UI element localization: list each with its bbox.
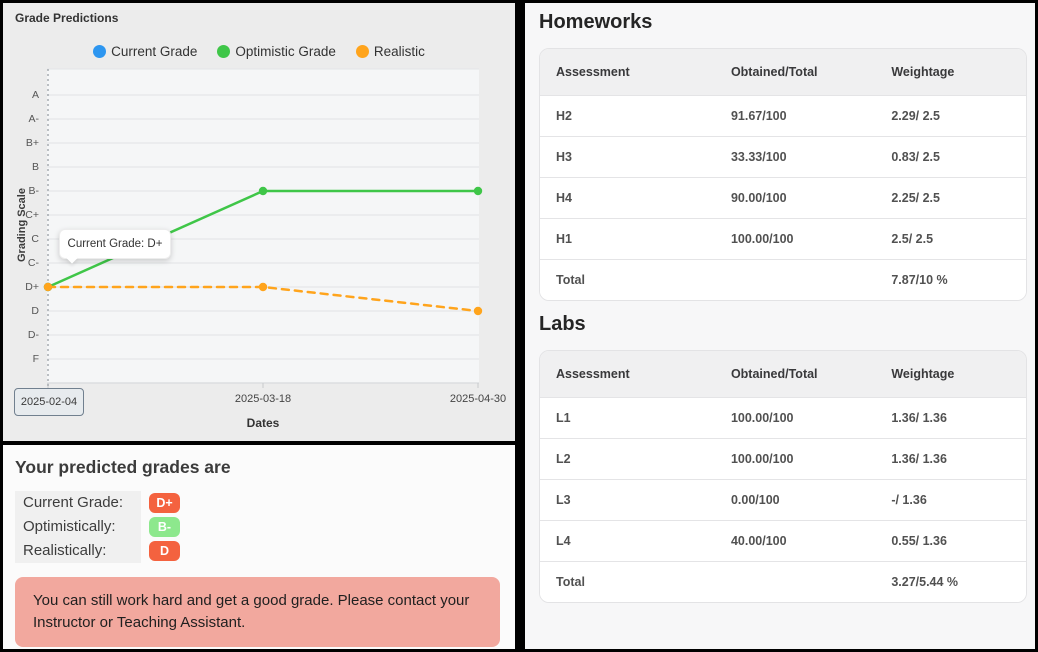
y-tick-label: B- bbox=[28, 185, 40, 197]
legend-item-0[interactable]: Current Grade bbox=[93, 44, 197, 59]
table-row: H2 91.67/100 2.29/ 2.5 bbox=[540, 95, 1026, 136]
table-row: H4 90.00/100 2.25/ 2.5 bbox=[540, 177, 1026, 218]
y-tick-label: C+ bbox=[25, 209, 39, 221]
table-cell: 100.00/100 bbox=[730, 232, 794, 246]
selected-date-box[interactable]: 2025-02-04 bbox=[14, 388, 84, 416]
grade-badge: D+ bbox=[149, 493, 180, 513]
table-cell: 100.00/100 bbox=[730, 452, 794, 466]
homeworks-table: Assessment Obtained/Total Weightage H2 91.67… bbox=[539, 48, 1027, 301]
grade-predictions-chart bbox=[43, 68, 483, 388]
table-cell: H4 bbox=[556, 191, 572, 205]
predicted-grades-panel: Your predicted grades are Current Grade:… bbox=[3, 445, 515, 649]
y-tick-label: C- bbox=[27, 257, 39, 269]
legend-dot-icon bbox=[355, 45, 369, 58]
table-row: L1 100.00/100 1.36/ 1.36 bbox=[540, 397, 1026, 438]
legend-item-2[interactable]: Realistic bbox=[355, 44, 425, 59]
y-axis-title: Grading Scale bbox=[16, 188, 28, 262]
table-cell: 40.00/100 bbox=[730, 534, 787, 548]
column-header: Assessment bbox=[556, 367, 630, 381]
y-tick-label: D+ bbox=[25, 281, 39, 293]
grade-badge: D bbox=[149, 541, 180, 561]
table-cell: 90.00/100 bbox=[730, 191, 787, 205]
table-cell: 1.36/ 1.36 bbox=[891, 452, 947, 466]
predicted-grades-heading: Your predicted grades are bbox=[15, 457, 231, 477]
y-tick-label: B+ bbox=[25, 137, 39, 149]
table-cell: 2.5/ 2.5 bbox=[891, 232, 934, 246]
table-cell: 1.36/ 1.36 bbox=[891, 411, 947, 425]
table-cell: 7.87/10 % bbox=[891, 273, 948, 287]
prediction-row-2: Realistically: D bbox=[15, 539, 503, 563]
chart-tooltip: Current Grade: D+ bbox=[59, 229, 171, 259]
prediction-label: Realistically: bbox=[15, 539, 141, 563]
column-header: Obtained/Total bbox=[730, 367, 818, 381]
y-tick-label: C bbox=[31, 233, 39, 245]
legend-label: Realistic bbox=[373, 44, 425, 59]
prediction-row-0: Current Grade: D+ bbox=[15, 491, 503, 515]
legend-label: Current Grade bbox=[111, 44, 198, 59]
table-cell: 2.25/ 2.5 bbox=[891, 191, 940, 205]
y-tick-label: A bbox=[31, 89, 39, 101]
table-cell: 0.83/ 2.5 bbox=[891, 150, 940, 164]
table-row: Total 7.87/10 % bbox=[540, 259, 1026, 300]
table-cell: Total bbox=[556, 575, 585, 589]
table-cell: 100.00/100 bbox=[730, 411, 794, 425]
chart-legend: Current Grade Optimistic Grade Realistic bbox=[3, 44, 515, 59]
table-cell: 0.55/ 1.36 bbox=[891, 534, 947, 548]
grade-warning-alert: You can still work hard and get a good g… bbox=[15, 577, 500, 647]
column-header: Assessment bbox=[556, 65, 630, 79]
table-header-row: Assessment Obtained/Total Weightage bbox=[540, 49, 1026, 95]
y-tick-label: F bbox=[32, 353, 39, 365]
predicted-grades-rows: Current Grade: D+ Optimistically: B- Realist… bbox=[15, 491, 503, 563]
table-cell: H3 bbox=[556, 150, 572, 164]
table-cell: 33.33/100 bbox=[730, 150, 787, 164]
vertical-divider bbox=[515, 0, 525, 652]
column-header: Weightage bbox=[891, 367, 955, 381]
left-column: Grade Predictions Current Grade Optimisti… bbox=[3, 3, 515, 649]
table-cell: H2 bbox=[556, 109, 572, 123]
table-cell: Total bbox=[556, 273, 585, 287]
legend-item-1[interactable]: Optimistic Grade bbox=[217, 44, 336, 59]
table-cell: L3 bbox=[556, 493, 571, 507]
homeworks-heading: Homeworks bbox=[539, 11, 653, 33]
table-cell: L1 bbox=[556, 411, 571, 425]
table-cell: L4 bbox=[556, 534, 571, 548]
y-tick-label: D bbox=[31, 305, 39, 317]
table-row: Total 3.27/5.44 % bbox=[540, 561, 1026, 602]
y-tick-label: D- bbox=[27, 329, 39, 341]
prediction-label: Optimistically: bbox=[15, 515, 141, 539]
table-cell: 3.27/5.44 % bbox=[891, 575, 959, 589]
table-header-row: Assessment Obtained/Total Weightage bbox=[540, 351, 1026, 397]
table-cell: H1 bbox=[556, 232, 572, 246]
y-tick-label: A- bbox=[28, 113, 40, 125]
table-row: L2 100.00/100 1.36/ 1.36 bbox=[540, 438, 1026, 479]
legend-dot-icon bbox=[93, 45, 107, 58]
horizontal-divider bbox=[3, 441, 515, 445]
x-tick-label: 2025-03-18 bbox=[234, 393, 292, 405]
table-row: H1 100.00/100 2.5/ 2.5 bbox=[540, 218, 1026, 259]
table-cell: L2 bbox=[556, 452, 571, 466]
grade-badge: B- bbox=[149, 517, 180, 537]
table-row: L3 0.00/100 -/ 1.36 bbox=[540, 479, 1026, 520]
right-column: Homeworks Assessment Obtained/Total Weight… bbox=[525, 3, 1035, 649]
table-row: L4 40.00/100 0.55/ 1.36 bbox=[540, 520, 1026, 561]
column-header: Weightage bbox=[891, 65, 955, 79]
prediction-row-1: Optimistically: B- bbox=[15, 515, 503, 539]
legend-label: Optimistic Grade bbox=[235, 44, 336, 59]
x-tick-label: 2025-04-30 bbox=[449, 393, 507, 405]
table-cell: 0.00/100 bbox=[730, 493, 780, 507]
table-row: H3 33.33/100 0.83/ 2.5 bbox=[540, 136, 1026, 177]
labs-heading: Labs bbox=[539, 313, 586, 335]
column-header: Obtained/Total bbox=[730, 65, 818, 79]
labs-table: Assessment Obtained/Total Weightage L1 100.0… bbox=[539, 350, 1027, 603]
chart-title: Grade Predictions bbox=[15, 11, 119, 25]
grade-predictions-chart-panel: Grade Predictions Current Grade Optimisti… bbox=[3, 3, 515, 441]
y-tick-label: B bbox=[31, 161, 39, 173]
table-cell: 2.29/ 2.5 bbox=[891, 109, 940, 123]
prediction-label: Current Grade: bbox=[15, 491, 141, 515]
x-axis-title: Dates bbox=[246, 416, 280, 430]
legend-dot-icon bbox=[217, 45, 231, 58]
table-cell: 91.67/100 bbox=[730, 109, 787, 123]
table-cell: -/ 1.36 bbox=[891, 493, 927, 507]
